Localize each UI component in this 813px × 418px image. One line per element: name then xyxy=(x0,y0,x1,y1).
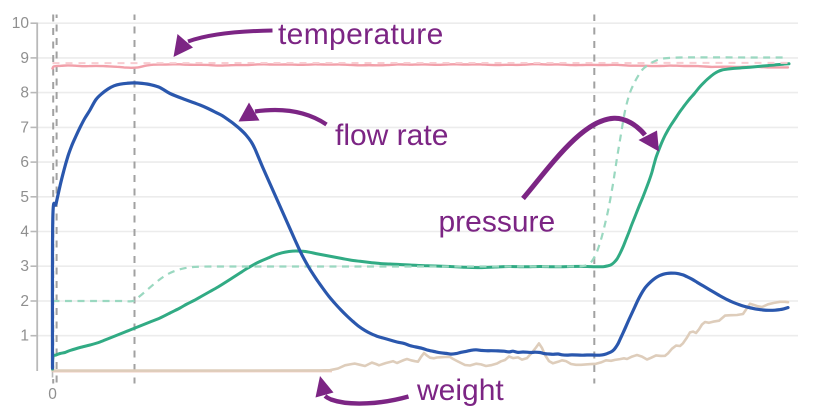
svg-text:5: 5 xyxy=(20,189,29,206)
svg-text:flow rate: flow rate xyxy=(335,119,448,152)
svg-text:6: 6 xyxy=(20,154,29,171)
svg-text:1: 1 xyxy=(20,328,29,345)
svg-text:2: 2 xyxy=(20,293,29,310)
svg-text:3: 3 xyxy=(20,258,29,275)
svg-text:10: 10 xyxy=(12,15,30,32)
svg-text:8: 8 xyxy=(20,85,29,102)
svg-text:0: 0 xyxy=(48,386,57,403)
svg-text:7: 7 xyxy=(20,119,29,136)
svg-text:4: 4 xyxy=(20,224,29,241)
svg-text:temperature: temperature xyxy=(278,18,444,51)
svg-text:weight: weight xyxy=(416,374,504,407)
svg-text:9: 9 xyxy=(20,50,29,67)
svg-text:pressure: pressure xyxy=(439,206,556,239)
